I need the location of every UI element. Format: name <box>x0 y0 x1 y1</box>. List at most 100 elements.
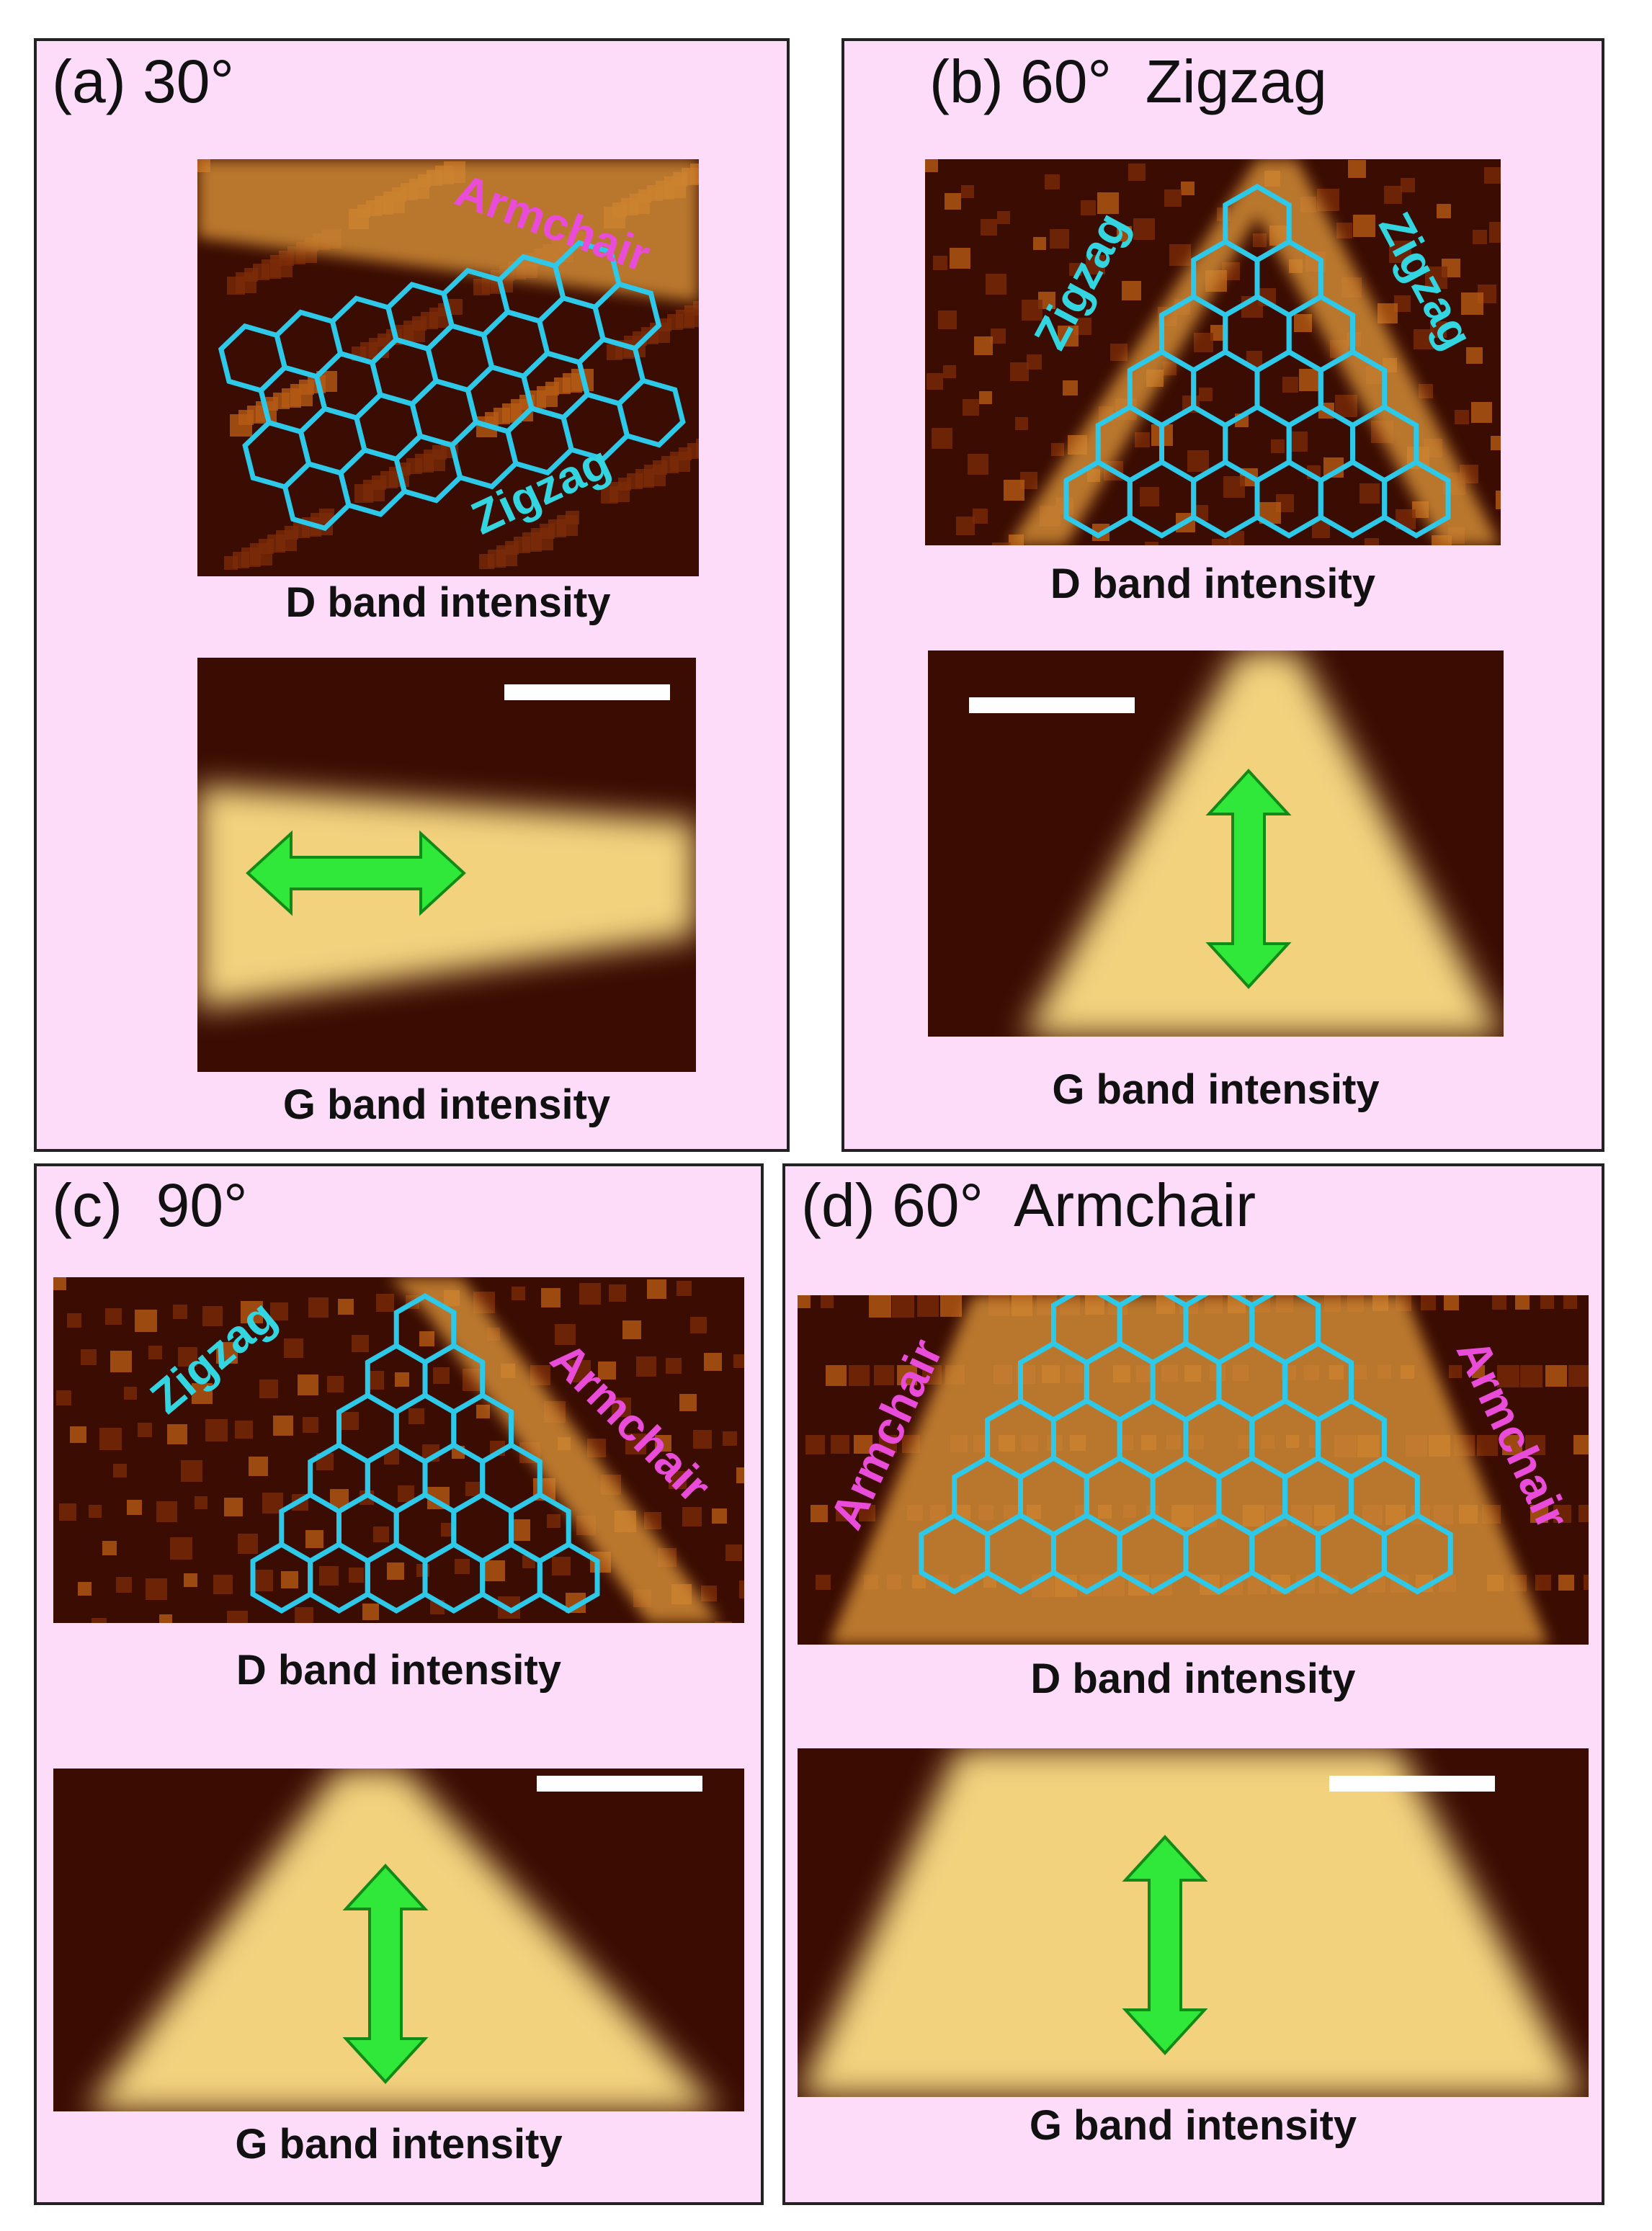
map-pixel <box>859 1505 875 1521</box>
map-pixel <box>249 1457 268 1476</box>
g-band-map <box>197 658 696 1072</box>
map-pixel <box>202 1306 223 1326</box>
map-pixel <box>156 1501 177 1522</box>
polarization-arrow <box>246 830 466 916</box>
map-pixel <box>997 211 1010 224</box>
map-pixel <box>1210 325 1226 341</box>
map-pixel <box>1133 218 1155 240</box>
map-pixel <box>704 1353 722 1371</box>
map-pixel <box>981 219 997 236</box>
panel-title: (c) 90° <box>52 1171 248 1239</box>
map-pixel <box>986 274 1006 295</box>
map-pixel <box>305 1530 323 1548</box>
map-pixel <box>148 1346 162 1359</box>
map-pixel <box>625 1434 646 1454</box>
map-pixel <box>1568 1365 1589 1387</box>
polarization-arrow <box>1122 1835 1208 2055</box>
map-pixel <box>230 414 252 437</box>
d-caption: D band intensity <box>285 579 610 626</box>
hexagon <box>537 1541 600 1614</box>
d-band-map <box>798 1295 1589 1645</box>
map-pixel <box>227 1611 248 1623</box>
map-pixel <box>1540 1295 1554 1309</box>
map-pixel <box>963 399 979 416</box>
map-pixel <box>1140 487 1159 506</box>
map-pixel <box>241 1301 263 1323</box>
map-pixel <box>205 1419 228 1441</box>
map-pixel <box>798 1295 811 1308</box>
map-pixel <box>102 1541 117 1555</box>
map-pixel <box>1348 160 1366 178</box>
lattice <box>1063 183 1451 539</box>
bright-region <box>197 785 696 1009</box>
map-pixel <box>216 1342 238 1364</box>
map-pixel <box>259 1380 278 1398</box>
map-pixel <box>733 1354 744 1368</box>
map-pixel <box>113 1464 127 1477</box>
map-pixel <box>1128 164 1146 181</box>
map-pixel <box>854 1435 872 1454</box>
map-pixel <box>238 1534 258 1554</box>
map-pixel <box>224 556 238 570</box>
map-pixel <box>224 1498 243 1516</box>
map-pixel <box>1169 244 1191 266</box>
map-pixel <box>917 1295 939 1317</box>
map-pixel <box>433 1367 450 1384</box>
map-pixel <box>338 1299 354 1315</box>
map-pixel <box>1491 436 1501 450</box>
map-pixel <box>836 1505 852 1521</box>
map-pixel <box>973 509 988 524</box>
map-pixel <box>682 1507 702 1526</box>
map-pixel <box>303 1417 318 1433</box>
map-pixel <box>1473 230 1487 244</box>
map-pixel <box>127 1500 142 1515</box>
map-pixel <box>736 1467 744 1483</box>
map-pixel <box>945 193 961 210</box>
map-pixel <box>1033 237 1046 250</box>
edge-glow <box>197 159 699 303</box>
map-pixel <box>1336 223 1352 238</box>
d-caption: D band intensity <box>1030 1655 1355 1702</box>
map-pixel <box>816 1575 831 1590</box>
map-pixel <box>1253 233 1267 247</box>
map-pixel <box>308 1297 329 1318</box>
map-pixel <box>1520 1365 1542 1387</box>
map-pixel <box>927 373 943 390</box>
map-pixel <box>1401 178 1415 192</box>
map-pixel <box>1471 402 1492 423</box>
map-pixel <box>693 1430 712 1449</box>
g-caption: G band intensity <box>283 1081 610 1128</box>
map-pixel <box>1027 354 1042 370</box>
map-pixel <box>138 1423 152 1437</box>
map-pixel <box>1530 1505 1548 1523</box>
map-pixel <box>173 1305 187 1319</box>
map-pixel <box>135 1310 157 1332</box>
map-pixel <box>91 1618 107 1623</box>
map-pixel <box>341 1412 359 1430</box>
map-pixel <box>679 1394 697 1411</box>
map-pixel <box>974 336 993 355</box>
g-caption: G band intensity <box>235 2121 562 2168</box>
map-pixel <box>1110 344 1128 361</box>
map-pixel <box>932 428 952 449</box>
map-pixel <box>67 1313 81 1328</box>
map-pixel <box>455 1559 470 1574</box>
map-pixel <box>655 1435 671 1452</box>
map-pixel <box>739 1581 744 1599</box>
map-pixel <box>235 1421 253 1439</box>
bright-region <box>798 1748 1585 2097</box>
map-pixel <box>1086 255 1105 274</box>
map-pixel <box>99 1428 122 1450</box>
map-pixel <box>938 310 957 329</box>
map-pixel <box>59 1503 76 1521</box>
map-pixel <box>1097 192 1119 214</box>
map-pixel <box>805 1435 825 1454</box>
map-pixel <box>1271 439 1285 453</box>
map-pixel <box>609 1284 626 1302</box>
scale-bar <box>504 684 670 700</box>
